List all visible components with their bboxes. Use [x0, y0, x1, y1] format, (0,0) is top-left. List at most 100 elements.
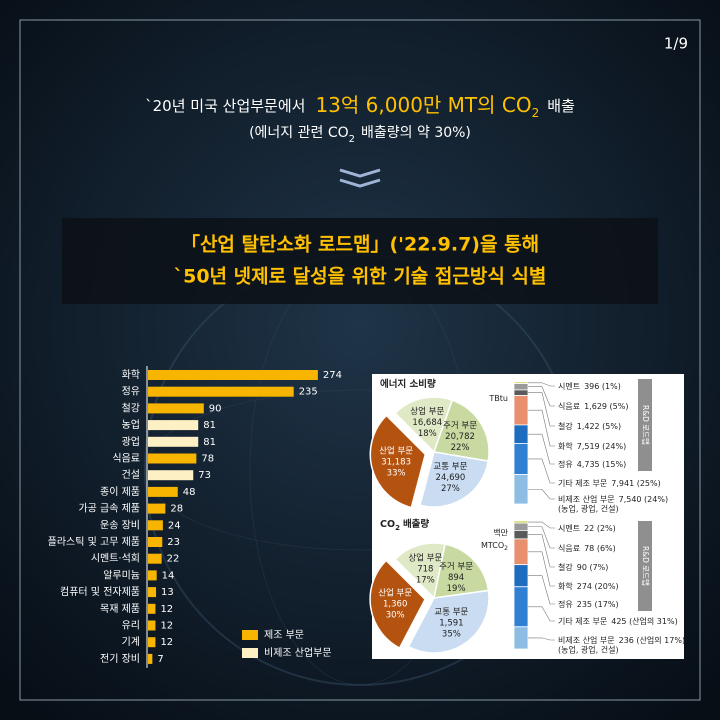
y-tick-label: 컴퓨터 및 전자제품 — [60, 586, 140, 598]
slice-label: 주거 부문 — [439, 562, 473, 572]
stack-label: 철강 90 (7%) — [558, 562, 608, 572]
value-label: 28 — [170, 504, 183, 515]
value-label: 22 — [167, 554, 180, 565]
headline: `20년 미국 산업부문에서 13억 6,000만 MT의 CO2 배출 — [145, 93, 575, 120]
bracket-label: R&D 로드맵 — [641, 405, 651, 445]
category-label: 기타 제조 부문 — [558, 617, 607, 626]
text-part: 2 — [395, 524, 400, 532]
slice-label: 상업 부문 — [408, 553, 442, 564]
headline-sub: (에너지 관련 CO2 배출량의 약 30%) — [249, 125, 471, 145]
stack-label: 시멘트 396 (1%) — [558, 382, 621, 391]
stack-label: 비제조 산업 부문 7,540 (24%) — [558, 494, 668, 504]
slice-value: 1,360 — [383, 599, 407, 609]
value-label: 13 — [161, 587, 174, 598]
category-label: 식음료 — [558, 544, 580, 553]
bar — [148, 637, 156, 648]
text-part: 2 — [349, 134, 355, 145]
slice-value: 31,183 — [381, 458, 411, 468]
stack-segment — [513, 395, 529, 426]
bar — [148, 620, 156, 631]
page-number: 1/9 — [664, 35, 688, 53]
pie-slice — [407, 589, 490, 654]
category-label: 철강 — [558, 562, 573, 572]
y-tick-label: 시멘트·석회 — [91, 553, 140, 565]
pie-slice — [432, 399, 490, 462]
banner-line: 「산업 탈탄소화 로드맵」('22.9.7)을 통해 — [181, 233, 539, 256]
category-label: 비제조 산업 부문 — [558, 494, 615, 504]
value-label: 236 (산업의 17%) — [619, 635, 685, 645]
text-part: 에너지 소비량 — [380, 378, 436, 390]
y-tick-label: 가공 금속 제품 — [78, 503, 140, 515]
value-label: 425 (산업의 31%) — [611, 616, 677, 626]
slice-value: 1,591 — [439, 618, 463, 628]
slice-label: 상업 부문 — [410, 406, 444, 417]
value-label: 48 — [183, 487, 196, 498]
y-tick-label: 정유 — [122, 386, 140, 398]
value-label: 235 — [299, 387, 318, 398]
category-label: 시멘트 — [558, 524, 580, 533]
slice-value: 20,782 — [445, 432, 475, 442]
stack-label: 비제조 산업 부문 236 (산업의 17%) — [558, 635, 685, 645]
value-label: 12 — [160, 621, 173, 632]
text-part: 13억 6,000만 MT의 CO — [315, 93, 531, 117]
value-label: 235 (17%) — [577, 600, 619, 609]
category-label: 식음료 — [558, 402, 580, 411]
category-label: 기타 제조 부문 — [558, 479, 607, 488]
text-part: CO — [380, 519, 395, 530]
value-label: 4,735 (15%) — [577, 460, 626, 469]
text-part: TBtu — [488, 394, 508, 403]
stack-label: 식음료 1,629 (5%) — [558, 402, 628, 411]
value-label: 14 — [162, 570, 175, 581]
value-label: 274 — [323, 370, 342, 381]
unit-label: 백만 — [493, 528, 508, 538]
value-label: 12 — [160, 604, 173, 615]
leader-line — [528, 382, 555, 387]
chart-title: 에너지 소비량 — [380, 378, 436, 390]
slice-share: 17% — [416, 576, 435, 586]
bar — [148, 537, 163, 547]
legend-label: 제조 부문 — [264, 629, 304, 641]
leader-line — [528, 534, 555, 568]
slice-value: 16,684 — [412, 418, 442, 428]
value-label: 81 — [203, 437, 216, 448]
y-tick-label: 농업 — [122, 418, 140, 431]
leader-line — [528, 637, 555, 641]
chevron — [339, 178, 381, 188]
bracket — [638, 521, 652, 611]
bar — [148, 486, 178, 497]
text-part: 2 — [504, 545, 508, 552]
stack-footnote: (농업, 광업, 건설) — [558, 504, 619, 514]
leader-line — [528, 392, 555, 427]
y-tick-label: 화학 — [122, 369, 140, 381]
stack-segment — [513, 424, 529, 444]
stack-segment — [513, 538, 529, 566]
slice-share: 30% — [386, 610, 405, 620]
leader-line — [528, 526, 555, 549]
bracket-label: R&D 로드맵 — [641, 546, 651, 586]
text-part: 배출 — [547, 97, 575, 115]
y-tick-label: 식음료 — [112, 453, 140, 465]
pie-slice — [394, 542, 446, 600]
bar — [148, 436, 199, 447]
y-tick-label: 목재 제품 — [100, 603, 140, 615]
bar — [148, 403, 204, 414]
value-label: 274 (20%) — [577, 582, 619, 591]
category-label: 화학 — [558, 441, 573, 451]
pie-slice — [369, 414, 427, 509]
slice-share: 27% — [441, 484, 460, 494]
stack-segment — [513, 530, 529, 540]
unit-label: MTCO2 — [481, 541, 508, 553]
slice-label: 교통 부문 — [433, 462, 467, 472]
y-tick-label: 운송 장비 — [100, 519, 140, 531]
leader-line — [528, 521, 555, 529]
value-label: 23 — [167, 537, 180, 548]
value-label: 12 — [160, 637, 173, 648]
y-tick-label: 광업 — [122, 435, 140, 448]
slice-share: 22% — [451, 443, 470, 453]
stack-label: 화학 274 (20%) — [558, 581, 619, 591]
category-label: 철강 — [558, 421, 573, 431]
stack-label: 식음료 78 (6%) — [558, 544, 616, 553]
stack-segment — [513, 564, 529, 588]
slice-share: 18% — [418, 429, 437, 439]
